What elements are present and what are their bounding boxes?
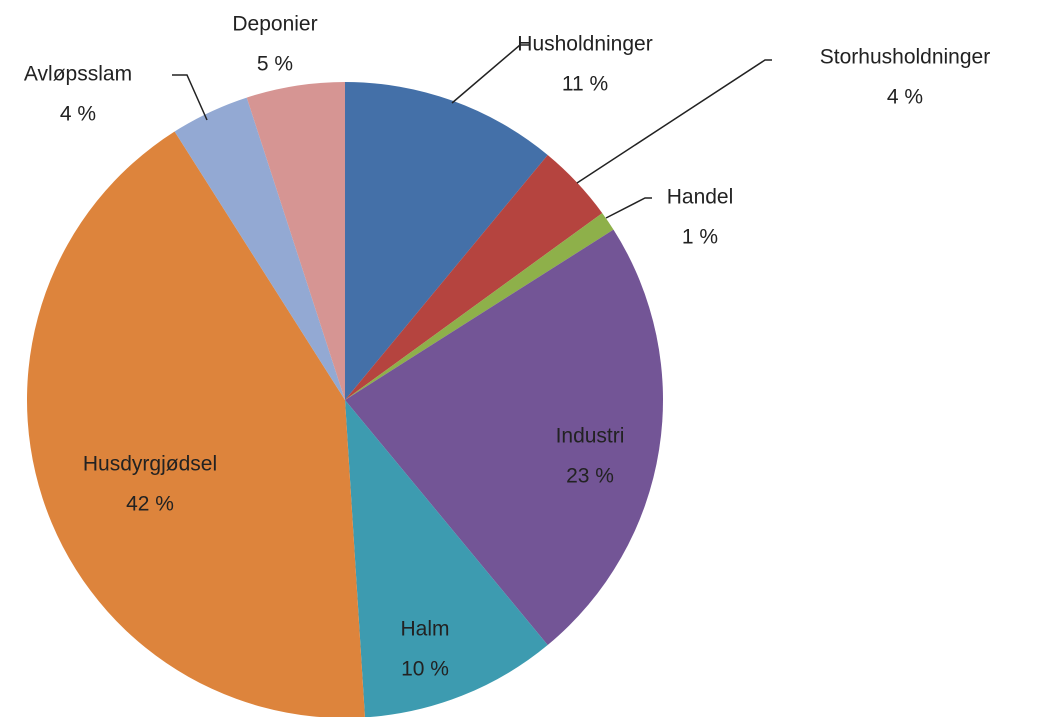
pie-slice [27,131,365,717]
pie-slice [345,154,603,400]
slice-value-label: 10 % [401,658,449,681]
pie-slice [345,400,548,717]
slice-value-label: 42 % [126,493,174,516]
slice-label: Halm [400,618,449,641]
slice-value-label: 4 % [60,103,96,126]
leader-line [172,74,208,121]
slice-label: Avløpsslam [24,63,132,86]
leader-line [451,44,530,104]
pie-slice [174,97,345,400]
pie-slice [345,229,663,646]
slice-label: Storhusholdninger [820,46,990,69]
pie-slice [345,213,614,400]
leader-line [576,59,772,184]
slice-label: Deponier [232,13,317,36]
pie-slice [246,82,345,400]
slice-label: Handel [667,186,734,209]
slice-value-label: 1 % [682,226,718,249]
slice-value-label: 23 % [566,465,614,488]
slice-label: Husdyrgjødsel [83,453,217,476]
pie-slice [345,82,548,400]
slice-label: Husholdninger [517,33,652,56]
slice-value-label: 5 % [257,53,293,76]
leader-line [605,197,652,219]
slice-value-label: 4 % [887,86,923,109]
slice-label: Industri [556,425,625,448]
slice-value-label: 11 % [562,73,608,96]
